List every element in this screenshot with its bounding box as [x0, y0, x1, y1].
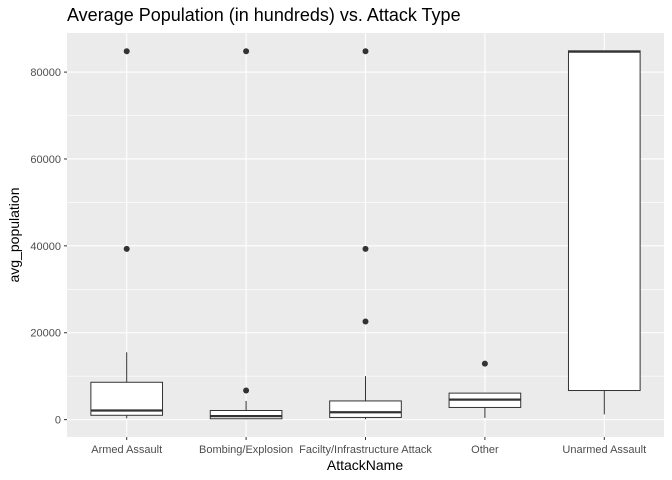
outlier-point — [123, 245, 130, 252]
x-axis-title: AttackName — [327, 457, 403, 473]
box-series — [90, 48, 641, 420]
x-tick-label: Armed Assault — [91, 444, 162, 456]
outlier-point — [362, 48, 369, 55]
y-axis: 0 20000 40000 60000 80000 — [30, 67, 67, 427]
outlier-point — [362, 318, 369, 325]
x-tick-label: Other — [471, 444, 499, 456]
box-1 — [90, 48, 164, 419]
box-3 — [329, 48, 402, 420]
outlier-point — [243, 387, 250, 394]
chart-title: Average Population (in hundreds) vs. Att… — [67, 5, 461, 25]
box-iqr — [329, 400, 402, 418]
y-tick-label: 20000 — [30, 328, 61, 340]
x-axis: Armed Assault Bombing/Explosion Facilty/In… — [91, 437, 646, 456]
box-2 — [209, 48, 283, 420]
box-iqr — [209, 410, 283, 420]
box-4 — [448, 360, 522, 418]
y-axis-title: avg_population — [6, 188, 22, 283]
outlier-point — [481, 360, 488, 367]
box-5 — [567, 50, 641, 415]
y-tick-label: 40000 — [30, 241, 61, 253]
outlier-point — [362, 245, 369, 252]
y-tick-label: 60000 — [30, 154, 61, 166]
outlier-point — [123, 48, 130, 55]
y-tick-label: 80000 — [30, 67, 61, 79]
x-tick-label: Unarmed Assault — [562, 444, 646, 456]
x-tick-label: Facilty/Infrastructure Attack — [299, 444, 432, 456]
x-tick-label: Bombing/Explosion — [199, 444, 293, 456]
outlier-point — [243, 48, 250, 55]
y-tick-label: 0 — [55, 415, 61, 427]
box-iqr — [567, 50, 641, 392]
